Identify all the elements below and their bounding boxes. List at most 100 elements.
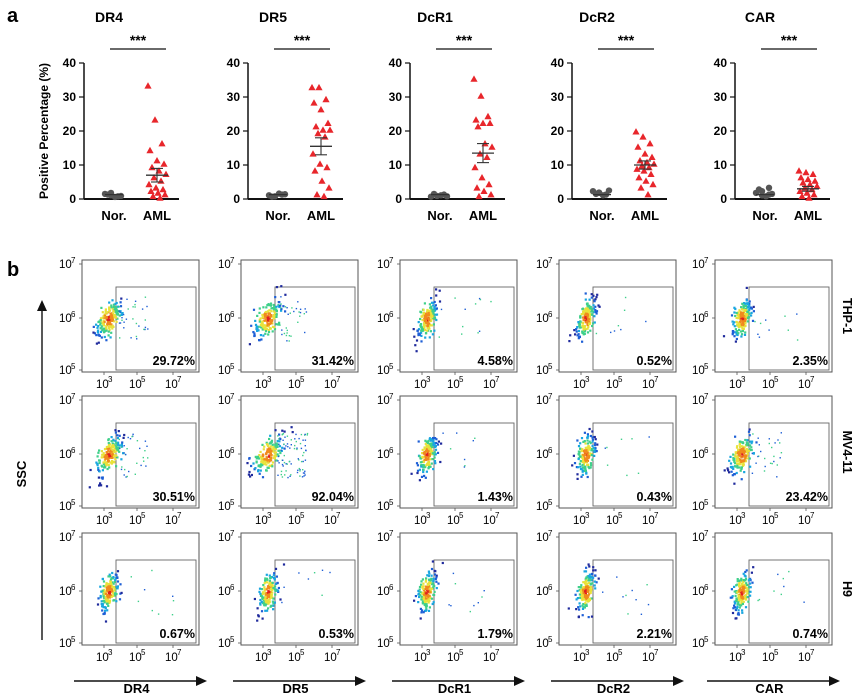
density-dot bbox=[103, 316, 106, 319]
density-dot bbox=[428, 590, 431, 593]
nor-point bbox=[765, 184, 773, 191]
density-dot bbox=[278, 321, 281, 324]
aml-point bbox=[647, 170, 655, 177]
gate-event-dot bbox=[768, 329, 770, 331]
density-dot bbox=[424, 476, 427, 479]
density-dot bbox=[748, 308, 751, 312]
density-dot bbox=[749, 594, 752, 597]
density-dot bbox=[107, 594, 110, 597]
density-dot bbox=[260, 326, 263, 329]
density-dot bbox=[275, 308, 278, 311]
density-dot bbox=[420, 334, 423, 337]
density-dot bbox=[260, 600, 263, 603]
gate-event-dot bbox=[647, 603, 650, 606]
density-dot bbox=[590, 296, 593, 299]
density-dot bbox=[434, 437, 437, 440]
density-dot bbox=[591, 444, 594, 448]
y-tick-base: 10 bbox=[377, 313, 390, 325]
density-dot bbox=[264, 460, 267, 464]
gate-event-dot bbox=[121, 319, 123, 321]
density-dot bbox=[434, 445, 437, 448]
density-dot bbox=[731, 333, 734, 336]
density-dot bbox=[742, 321, 746, 324]
density-dot bbox=[114, 579, 117, 582]
y-tick-base: 10 bbox=[377, 395, 390, 407]
density-dot bbox=[107, 460, 110, 463]
density-dot bbox=[270, 456, 273, 460]
gate-event-dot bbox=[281, 333, 283, 336]
density-dot bbox=[586, 447, 589, 450]
gate-event-dot bbox=[151, 569, 153, 572]
density-dot bbox=[434, 448, 438, 451]
density-dot bbox=[577, 333, 580, 336]
gate-percentage: 0.52% bbox=[637, 354, 672, 368]
x-arrow-head bbox=[514, 676, 525, 686]
aml-point bbox=[313, 191, 321, 198]
gate-event-dot bbox=[610, 331, 612, 334]
density-dot bbox=[108, 588, 111, 591]
gate-event-dot bbox=[298, 467, 300, 470]
density-dot bbox=[258, 307, 261, 310]
density-dot bbox=[428, 578, 431, 581]
density-dot bbox=[737, 314, 740, 317]
gate-event-dot bbox=[147, 457, 149, 459]
density-dot bbox=[590, 615, 594, 618]
density-dot bbox=[739, 458, 742, 461]
y-tick-label: 40 bbox=[227, 56, 241, 70]
density-dot bbox=[431, 309, 434, 312]
x-tick-base: 10 bbox=[255, 652, 268, 664]
density-dot bbox=[115, 454, 118, 457]
density-dot bbox=[593, 444, 597, 447]
flow-plot-h9-dcr2: 2.21%10 710 610 510 3 10 5 10 7 bbox=[536, 529, 677, 664]
density-dot bbox=[271, 461, 274, 464]
y-tick-base: 10 bbox=[59, 532, 72, 544]
density-dot bbox=[429, 306, 432, 309]
density-dot bbox=[422, 589, 426, 592]
y-tick-exponent: 7 bbox=[71, 392, 76, 401]
gate-event-dot bbox=[136, 440, 139, 442]
density-dot bbox=[259, 469, 262, 472]
density-dot bbox=[423, 601, 427, 604]
density-dot bbox=[250, 473, 253, 477]
gate-event-dot bbox=[464, 308, 466, 310]
density-dot bbox=[430, 307, 433, 310]
x-tick-exponent: 5 bbox=[618, 648, 623, 657]
density-dot bbox=[425, 577, 428, 580]
density-dot bbox=[576, 597, 579, 600]
gate-percentage: 0.67% bbox=[160, 627, 195, 641]
gate-event-dot bbox=[298, 437, 300, 440]
aml-point bbox=[639, 133, 647, 140]
density-dot bbox=[104, 600, 107, 603]
density-dot bbox=[425, 331, 428, 335]
y-axis-label: Positive Percentage (%) bbox=[37, 63, 51, 199]
density-dot bbox=[581, 457, 584, 460]
density-dot bbox=[737, 452, 740, 455]
density-dot bbox=[429, 315, 432, 318]
density-dot bbox=[587, 577, 590, 580]
density-dot bbox=[571, 464, 574, 467]
density-dot bbox=[745, 598, 748, 601]
density-dot bbox=[249, 475, 252, 478]
density-dot bbox=[594, 587, 597, 590]
density-dot bbox=[741, 592, 744, 595]
density-dot bbox=[105, 586, 108, 589]
density-dot bbox=[97, 325, 100, 328]
gate-event-dot bbox=[282, 433, 285, 435]
density-dot bbox=[752, 566, 755, 569]
aml-point bbox=[470, 75, 478, 82]
density-dot bbox=[415, 350, 418, 353]
density-dot bbox=[262, 334, 265, 337]
density-dot bbox=[269, 583, 272, 587]
density-dot bbox=[263, 319, 266, 322]
y-tick-exponent: 7 bbox=[71, 256, 76, 265]
density-dot bbox=[583, 606, 586, 609]
x-axis-title: DcR2 bbox=[597, 681, 630, 696]
density-dot bbox=[261, 324, 264, 327]
aml-point bbox=[479, 119, 487, 126]
x-tick-base: 10 bbox=[165, 652, 178, 664]
density-dot bbox=[111, 307, 114, 310]
density-dot bbox=[260, 322, 263, 325]
density-dot bbox=[100, 336, 103, 339]
density-dot bbox=[435, 438, 438, 441]
density-dot bbox=[104, 592, 107, 595]
